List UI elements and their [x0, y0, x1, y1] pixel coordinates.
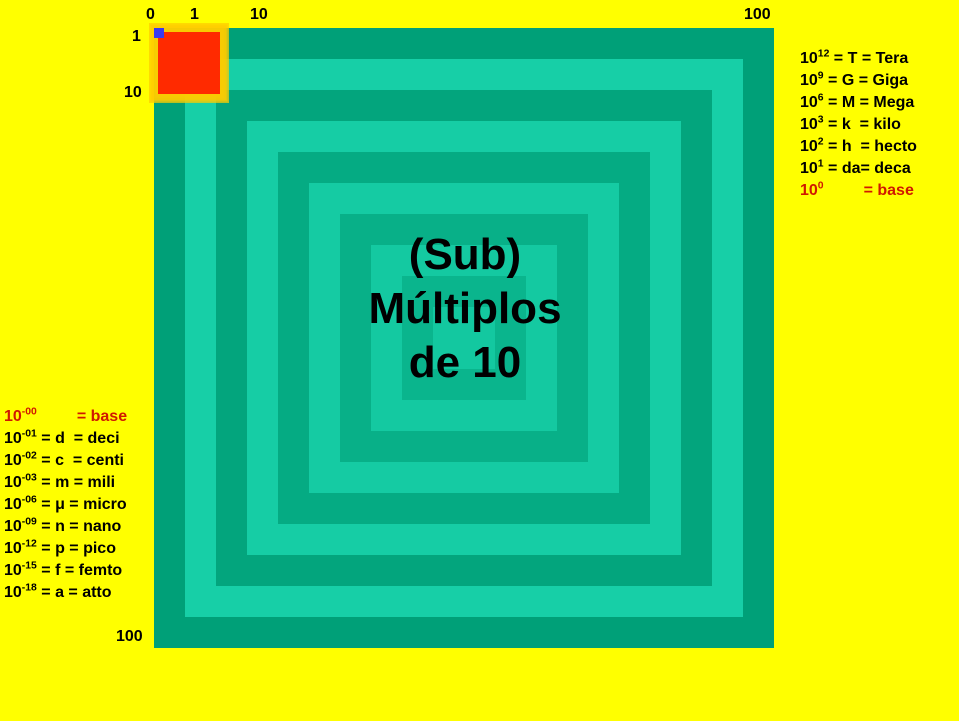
prefix-exp: -02 [22, 451, 37, 462]
prefix-base: 10 [4, 474, 22, 491]
submultiple-item: 10-01 = d = deci [4, 428, 120, 450]
prefix-base: 10 [4, 408, 22, 425]
prefix-rest: = p = pico [37, 540, 116, 557]
prefix-exp: -06 [22, 495, 37, 506]
prefix-exp: 12 [818, 49, 830, 60]
multiple-item: 1012 = T = Tera [800, 48, 908, 70]
submultiple-item: 10-03 = m = mili [4, 472, 115, 494]
submultiple-item: 10-09 = n = nano [4, 516, 121, 538]
multiple-item: 109 = G = Giga [800, 70, 908, 92]
prefix-base: 10 [800, 182, 818, 199]
title-line-2: de 10 [215, 338, 715, 388]
prefix-exp: -00 [22, 407, 37, 418]
multiple-item: 100 = base [800, 180, 914, 202]
prefix-rest: = k = kilo [824, 116, 901, 133]
prefix-base: 10 [800, 72, 818, 89]
submultiple-item: 10-00 = base [4, 406, 127, 428]
submultiple-item: 10-15 = f = femto [4, 560, 122, 582]
prefix-base: 10 [4, 562, 22, 579]
prefix-base: 10 [4, 584, 22, 601]
axis-label-l1: 1 [132, 28, 141, 46]
prefix-exp: -15 [22, 561, 37, 572]
title-line-0: (Sub) [215, 230, 715, 280]
title-line-1: Múltiplos [215, 284, 715, 334]
prefix-base: 10 [800, 160, 818, 177]
prefix-base: 10 [4, 430, 22, 447]
prefix-base: 10 [800, 116, 818, 133]
axis-label-t1: 1 [190, 6, 199, 24]
prefix-rest: = n = nano [37, 518, 121, 535]
axis-label-l100: 100 [116, 628, 143, 646]
prefix-exp: -01 [22, 429, 37, 440]
prefix-rest: = f = femto [37, 562, 122, 579]
multiple-item: 103 = k = kilo [800, 114, 901, 136]
prefix-rest: = M = Mega [824, 94, 915, 111]
submultiple-item: 10-06 = μ = micro [4, 494, 127, 516]
prefix-exp: -12 [22, 539, 37, 550]
prefix-base: 10 [4, 540, 22, 557]
submultiple-item: 10-02 = c = centi [4, 450, 124, 472]
prefix-exp: -18 [22, 583, 37, 594]
axis-label-t10: 10 [250, 6, 268, 24]
prefix-rest: = G = Giga [824, 72, 908, 89]
prefix-rest: = T = Tera [829, 50, 908, 67]
prefix-base: 10 [800, 50, 818, 67]
axis-label-l10: 10 [124, 84, 142, 102]
axis-label-0: 0 [146, 6, 155, 24]
submultiple-item: 10-12 = p = pico [4, 538, 116, 560]
prefix-base: 10 [4, 518, 22, 535]
prefix-rest: = da= deca [824, 160, 911, 177]
prefix-exp: -03 [22, 473, 37, 484]
prefix-base: 10 [800, 138, 818, 155]
prefix-rest: = m = mili [37, 474, 115, 491]
prefix-rest: = h = hecto [824, 138, 917, 155]
prefix-rest: = μ = micro [37, 496, 127, 513]
multiple-item: 106 = M = Mega [800, 92, 914, 114]
prefix-rest: = c = centi [37, 452, 124, 469]
prefix-rest: = d = deci [37, 430, 120, 447]
multiple-item: 102 = h = hecto [800, 136, 917, 158]
prefix-rest: = base [37, 408, 127, 425]
axis-label-t100: 100 [744, 6, 771, 24]
prefix-base: 10 [4, 452, 22, 469]
multiple-item: 101 = da= deca [800, 158, 911, 180]
prefix-exp: -09 [22, 517, 37, 528]
submultiple-item: 10-18 = a = atto [4, 582, 112, 604]
prefix-base: 10 [800, 94, 818, 111]
prefix-base: 10 [4, 496, 22, 513]
prefix-rest: = a = atto [37, 584, 112, 601]
prefix-rest: = base [824, 182, 914, 199]
